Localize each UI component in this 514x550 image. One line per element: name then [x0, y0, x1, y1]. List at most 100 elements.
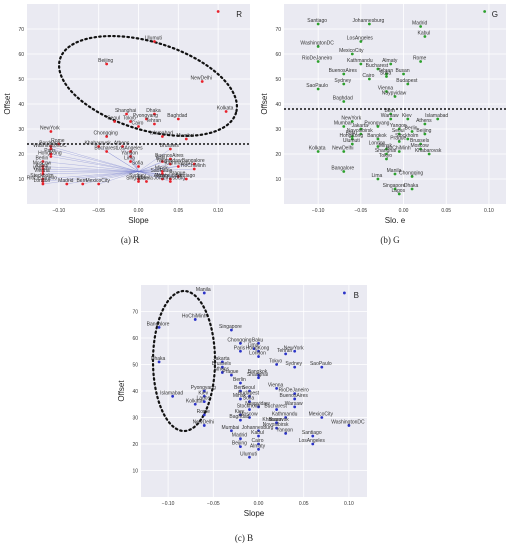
- data-point: [359, 40, 363, 43]
- data-point: [224, 110, 228, 113]
- data-point: [257, 376, 260, 380]
- data-point: [376, 137, 380, 141]
- point-label: Athens: [416, 118, 432, 124]
- point-label: Seoul: [392, 128, 405, 134]
- point-label: Kiev: [402, 113, 412, 119]
- point-label: Bangalore: [331, 166, 354, 172]
- point-label: Madrid: [232, 433, 248, 439]
- data-point: [367, 22, 371, 26]
- point-label: Paris: [234, 345, 246, 351]
- data-point: [157, 360, 161, 364]
- data-point: [239, 397, 242, 401]
- data-point: [350, 137, 354, 141]
- data-point: [284, 352, 288, 356]
- data-point: [230, 328, 233, 332]
- data-point: [239, 413, 242, 417]
- point-label: Beijing: [416, 128, 431, 134]
- data-point: [248, 416, 251, 419]
- point-label: Bern: [384, 108, 395, 114]
- data-point: [153, 122, 156, 126]
- data-point: [121, 145, 124, 148]
- data-point: [252, 347, 256, 350]
- x-tick-label: 0.00: [399, 208, 409, 214]
- point-label: MexicoCity: [309, 412, 334, 418]
- point-label: Ulumuti: [240, 451, 257, 457]
- data-point: [49, 152, 53, 156]
- point-label: Cairo: [362, 73, 374, 79]
- point-label: HoChiMinh: [386, 146, 411, 152]
- x-tick-label: 0.10: [213, 208, 223, 214]
- data-point: [129, 160, 132, 163]
- data-point: [257, 442, 260, 446]
- point-label: Kabul: [417, 31, 430, 37]
- data-point: [397, 127, 401, 131]
- data-point: [423, 122, 427, 126]
- x-tick-label: 0.05: [441, 208, 451, 214]
- point-label: Lima: [248, 343, 259, 349]
- data-point: [239, 418, 242, 422]
- x-tick-label: 0.00: [254, 501, 264, 507]
- point-label: RioDeJaneiro: [302, 56, 333, 62]
- y-tick-label: 10: [275, 177, 281, 183]
- x-tick-label: −0.10: [53, 208, 66, 214]
- point-label: Beijing: [98, 58, 113, 64]
- point-label: HongKong: [339, 133, 363, 139]
- point-label: Singapore: [126, 176, 149, 182]
- data-point: [293, 365, 297, 369]
- point-label: Singapore: [383, 183, 406, 189]
- highlight-oval: [151, 289, 217, 433]
- point-label: WashingtonDC: [300, 41, 334, 47]
- x-tick-label: 0.05: [173, 208, 183, 214]
- data-point: [97, 145, 101, 148]
- x-tick-label: 0.10: [344, 501, 354, 507]
- x-tick-label: 0.10: [484, 208, 494, 214]
- data-point: [423, 35, 427, 38]
- data-point: [176, 175, 180, 178]
- point-label: London: [249, 351, 266, 357]
- data-point: [350, 120, 354, 123]
- data-point: [350, 142, 354, 146]
- panel-corner-label: G: [492, 10, 498, 19]
- point-label: Tehran: [378, 68, 394, 74]
- data-point: [230, 373, 233, 377]
- point-label: Kolkata: [186, 398, 203, 404]
- data-point: [239, 437, 242, 441]
- data-point: [57, 142, 61, 146]
- panel-corner-label: R: [236, 10, 242, 19]
- point-label: Stockholm: [237, 404, 260, 410]
- point-label: Dhaka: [151, 356, 166, 362]
- point-label: Khabarovsk: [84, 141, 111, 147]
- point-label: Moscow: [239, 412, 258, 418]
- point-label: RioDeJaneiro: [27, 176, 58, 182]
- point-label: Bucharest: [366, 63, 389, 69]
- point-label: Rome: [51, 138, 65, 144]
- y-tick-label: 30: [275, 127, 281, 133]
- chart-panel-G: −0.10 −0.05 0.00 0.05 0.10 10 20 30 40 50 60 70 Slo.…: [260, 4, 506, 245]
- point-label: Warsaw: [381, 113, 399, 119]
- point-label: Naypyidaw: [245, 401, 270, 407]
- data-point: [145, 180, 148, 183]
- data-point: [41, 165, 45, 168]
- point-label: Vienna: [378, 86, 394, 92]
- point-label: Baghdad: [167, 113, 187, 119]
- data-point: [168, 180, 172, 183]
- data-point: [376, 177, 380, 181]
- y-tick-label: 60: [18, 52, 24, 58]
- data-point: [397, 140, 401, 143]
- data-point: [257, 355, 260, 358]
- point-label: Baghdad: [333, 96, 353, 102]
- connector-line: [138, 171, 171, 180]
- data-point: [49, 145, 53, 148]
- data-point: [359, 127, 363, 131]
- data-point: [41, 167, 45, 171]
- x-axis-label: Slope: [128, 216, 149, 225]
- data-point: [389, 117, 393, 121]
- point-label: Baghdad: [229, 414, 249, 420]
- y-axis-label: Offset: [260, 93, 269, 115]
- point-label: Warsaw: [33, 166, 51, 172]
- data-point: [376, 125, 380, 128]
- data-point: [230, 429, 233, 433]
- y-tick-label: 70: [18, 27, 24, 33]
- data-point: [257, 405, 260, 409]
